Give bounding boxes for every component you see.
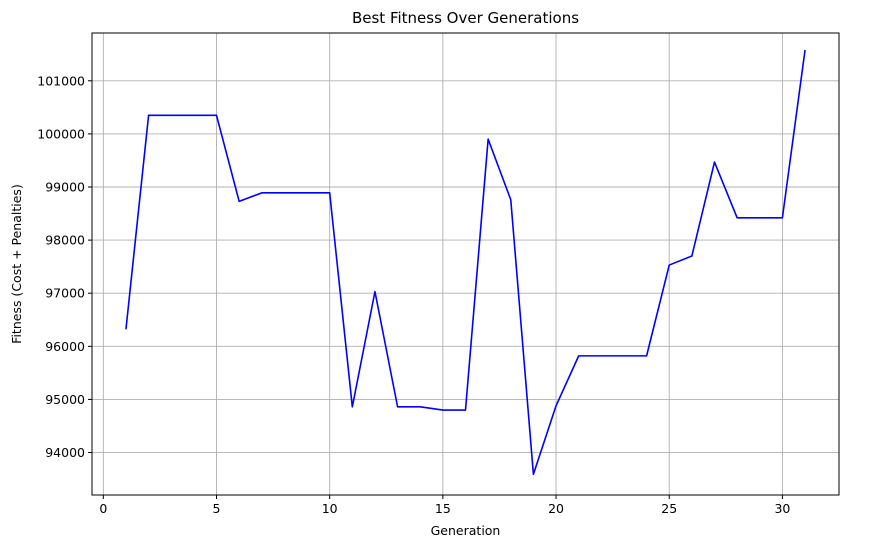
y-tick-label: 97000: [45, 286, 85, 301]
y-axis-label: Fitness (Cost + Penalties): [9, 184, 24, 344]
x-tick-label: 25: [661, 501, 677, 516]
plot-frame: [91, 32, 840, 496]
x-tick-label: 20: [548, 501, 564, 516]
x-axis-label: Generation: [431, 523, 501, 538]
chart-title: Best Fitness Over Generations: [352, 9, 579, 27]
y-tick-label: 99000: [45, 180, 85, 195]
x-tick-label: 30: [774, 501, 790, 516]
x-tick-label: 15: [435, 501, 451, 516]
y-tick-label: 100000: [37, 126, 85, 141]
y-tick-label: 94000: [45, 445, 85, 460]
x-tick-label: 0: [99, 501, 107, 516]
y-tick-label: 101000: [37, 73, 85, 88]
y-tick-label: 98000: [45, 233, 85, 248]
data-series: [125, 49, 806, 476]
x-tick-label: 5: [213, 501, 221, 516]
y-tick-label: 95000: [45, 392, 85, 407]
series-line: [125, 49, 806, 476]
y-tick-label: 96000: [45, 339, 85, 354]
grid-lines: [92, 33, 839, 495]
axis-ticks: 0 5 10 15 20 25 30 94000 95000 96000 97000 98000 990…: [37, 73, 790, 516]
x-tick-label: 10: [322, 501, 338, 516]
